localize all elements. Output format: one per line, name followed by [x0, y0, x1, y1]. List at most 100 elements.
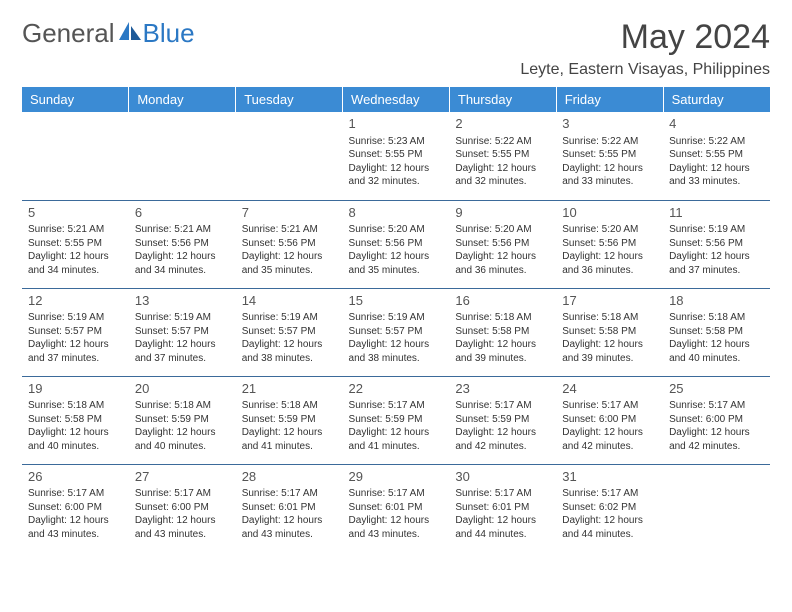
calendar-day-cell: 16Sunrise: 5:18 AMSunset: 5:58 PMDayligh…: [449, 288, 556, 376]
calendar-day-cell: 11Sunrise: 5:19 AMSunset: 5:56 PMDayligh…: [663, 200, 770, 288]
calendar-day-cell: 3 Sunrise: 5:22 AMSunset: 5:55 PMDaylight…: [556, 112, 663, 200]
sunrise-line: Sunrise: 5:20 AM: [349, 223, 444, 237]
day-number: 24: [562, 380, 657, 398]
sunset-line: Sunset: 5:59 PM: [349, 413, 444, 427]
daylight-line: Daylight: 12 hours and 37 minutes.: [28, 338, 123, 365]
daylight-line: Daylight: 12 hours and 40 minutes.: [28, 426, 123, 453]
day-number: 15: [349, 292, 444, 310]
sunrise-line: Sunrise: 5:18 AM: [455, 311, 550, 325]
sunrise-line: Sunrise: 5:17 AM: [135, 487, 230, 501]
sunrise-line: Sunrise: 5:21 AM: [242, 223, 337, 237]
sunset-line: Sunset: 5:57 PM: [135, 325, 230, 339]
daylight-line: Daylight: 12 hours and 35 minutes.: [349, 250, 444, 277]
sunrise-line: Sunrise: 5:22 AM: [455, 135, 550, 149]
daylight-line: Daylight: 12 hours and 33 minutes.: [562, 162, 657, 189]
calendar-day-cell: 20Sunrise: 5:18 AMSunset: 5:59 PMDayligh…: [129, 376, 236, 464]
sunrise-line: Sunrise: 5:18 AM: [242, 399, 337, 413]
sunset-line: Sunset: 5:57 PM: [242, 325, 337, 339]
sunrise-line: Sunrise: 5:17 AM: [455, 487, 550, 501]
sunrise-line: Sunrise: 5:21 AM: [135, 223, 230, 237]
sunrise-line: Sunrise: 5:20 AM: [455, 223, 550, 237]
daylight-line: Daylight: 12 hours and 44 minutes.: [455, 514, 550, 541]
sunrise-line: Sunrise: 5:19 AM: [349, 311, 444, 325]
day-number: 17: [562, 292, 657, 310]
sunset-line: Sunset: 5:56 PM: [669, 237, 764, 251]
day-number: 16: [455, 292, 550, 310]
weekday-header: Sunday: [22, 87, 129, 112]
daylight-line: Daylight: 12 hours and 43 minutes.: [28, 514, 123, 541]
calendar-day-cell: 17Sunrise: 5:18 AMSunset: 5:58 PMDayligh…: [556, 288, 663, 376]
daylight-line: Daylight: 12 hours and 44 minutes.: [562, 514, 657, 541]
calendar-day-cell: 5Sunrise: 5:21 AMSunset: 5:55 PMDaylight…: [22, 200, 129, 288]
daylight-line: Daylight: 12 hours and 37 minutes.: [669, 250, 764, 277]
sunrise-line: Sunrise: 5:17 AM: [562, 399, 657, 413]
sunset-line: Sunset: 6:01 PM: [455, 501, 550, 515]
sunrise-line: Sunrise: 5:22 AM: [562, 135, 657, 149]
day-number: 25: [669, 380, 764, 398]
weekday-header: Thursday: [449, 87, 556, 112]
day-number: 13: [135, 292, 230, 310]
day-number: 3: [562, 115, 657, 133]
sunrise-line: Sunrise: 5:18 AM: [28, 399, 123, 413]
day-number: 1: [349, 115, 444, 133]
sunset-line: Sunset: 5:57 PM: [349, 325, 444, 339]
sunrise-line: Sunrise: 5:17 AM: [242, 487, 337, 501]
logo-text-2: Blue: [143, 18, 195, 49]
daylight-line: Daylight: 12 hours and 43 minutes.: [135, 514, 230, 541]
daylight-line: Daylight: 12 hours and 34 minutes.: [28, 250, 123, 277]
calendar-day-cell: 24Sunrise: 5:17 AMSunset: 6:00 PMDayligh…: [556, 376, 663, 464]
sunrise-line: Sunrise: 5:18 AM: [669, 311, 764, 325]
sunset-line: Sunset: 6:00 PM: [669, 413, 764, 427]
sunset-line: Sunset: 5:59 PM: [242, 413, 337, 427]
sunset-line: Sunset: 6:01 PM: [349, 501, 444, 515]
calendar-day-cell: 4Sunrise: 5:22 AMSunset: 5:55 PMDaylight…: [663, 112, 770, 200]
sunset-line: Sunset: 5:58 PM: [562, 325, 657, 339]
weekday-header: Friday: [556, 87, 663, 112]
sunrise-line: Sunrise: 5:17 AM: [349, 487, 444, 501]
logo: General Blue: [22, 18, 195, 49]
daylight-line: Daylight: 12 hours and 41 minutes.: [349, 426, 444, 453]
daylight-line: Daylight: 12 hours and 36 minutes.: [455, 250, 550, 277]
sunrise-line: Sunrise: 5:22 AM: [669, 135, 764, 149]
sunset-line: Sunset: 5:55 PM: [28, 237, 123, 251]
sunrise-line: Sunrise: 5:19 AM: [242, 311, 337, 325]
sunrise-line: Sunrise: 5:23 AM: [349, 135, 444, 149]
sunset-line: Sunset: 5:56 PM: [135, 237, 230, 251]
daylight-line: Daylight: 12 hours and 34 minutes.: [135, 250, 230, 277]
calendar-table: SundayMondayTuesdayWednesdayThursdayFrid…: [22, 87, 770, 552]
sunrise-line: Sunrise: 5:19 AM: [28, 311, 123, 325]
calendar-day-cell: 6Sunrise: 5:21 AMSunset: 5:56 PMDaylight…: [129, 200, 236, 288]
day-number: 23: [455, 380, 550, 398]
day-number: 14: [242, 292, 337, 310]
day-number: 22: [349, 380, 444, 398]
sunrise-line: Sunrise: 5:17 AM: [28, 487, 123, 501]
calendar-day-cell: 27Sunrise: 5:17 AMSunset: 6:00 PMDayligh…: [129, 464, 236, 552]
calendar-week-row: 19Sunrise: 5:18 AMSunset: 5:58 PMDayligh…: [22, 376, 770, 464]
day-number: 19: [28, 380, 123, 398]
calendar-week-row: 26Sunrise: 5:17 AMSunset: 6:00 PMDayligh…: [22, 464, 770, 552]
sunset-line: Sunset: 5:57 PM: [28, 325, 123, 339]
sunset-line: Sunset: 5:56 PM: [242, 237, 337, 251]
day-number: 26: [28, 468, 123, 486]
calendar-day-cell: 23Sunrise: 5:17 AMSunset: 5:59 PMDayligh…: [449, 376, 556, 464]
calendar-day-cell: 7Sunrise: 5:21 AMSunset: 5:56 PMDaylight…: [236, 200, 343, 288]
calendar-day-cell: 29Sunrise: 5:17 AMSunset: 6:01 PMDayligh…: [343, 464, 450, 552]
sunset-line: Sunset: 5:59 PM: [135, 413, 230, 427]
day-number: 2: [455, 115, 550, 133]
day-number: 29: [349, 468, 444, 486]
sunset-line: Sunset: 5:58 PM: [28, 413, 123, 427]
calendar-day-cell: 25Sunrise: 5:17 AMSunset: 6:00 PMDayligh…: [663, 376, 770, 464]
sunrise-line: Sunrise: 5:18 AM: [135, 399, 230, 413]
weekday-header: Monday: [129, 87, 236, 112]
daylight-line: Daylight: 12 hours and 37 minutes.: [135, 338, 230, 365]
daylight-line: Daylight: 12 hours and 38 minutes.: [349, 338, 444, 365]
logo-sail-icon: [119, 18, 141, 49]
sunset-line: Sunset: 5:55 PM: [562, 148, 657, 162]
weekday-header: Tuesday: [236, 87, 343, 112]
calendar-day-cell: 1Sunrise: 5:23 AMSunset: 5:55 PMDaylight…: [343, 112, 450, 200]
calendar-day-cell: 14Sunrise: 5:19 AMSunset: 5:57 PMDayligh…: [236, 288, 343, 376]
weekday-header-row: SundayMondayTuesdayWednesdayThursdayFrid…: [22, 87, 770, 112]
calendar-day-cell: 10Sunrise: 5:20 AMSunset: 5:56 PMDayligh…: [556, 200, 663, 288]
location-subtitle: Leyte, Eastern Visayas, Philippines: [520, 61, 770, 79]
day-number: 8: [349, 204, 444, 222]
